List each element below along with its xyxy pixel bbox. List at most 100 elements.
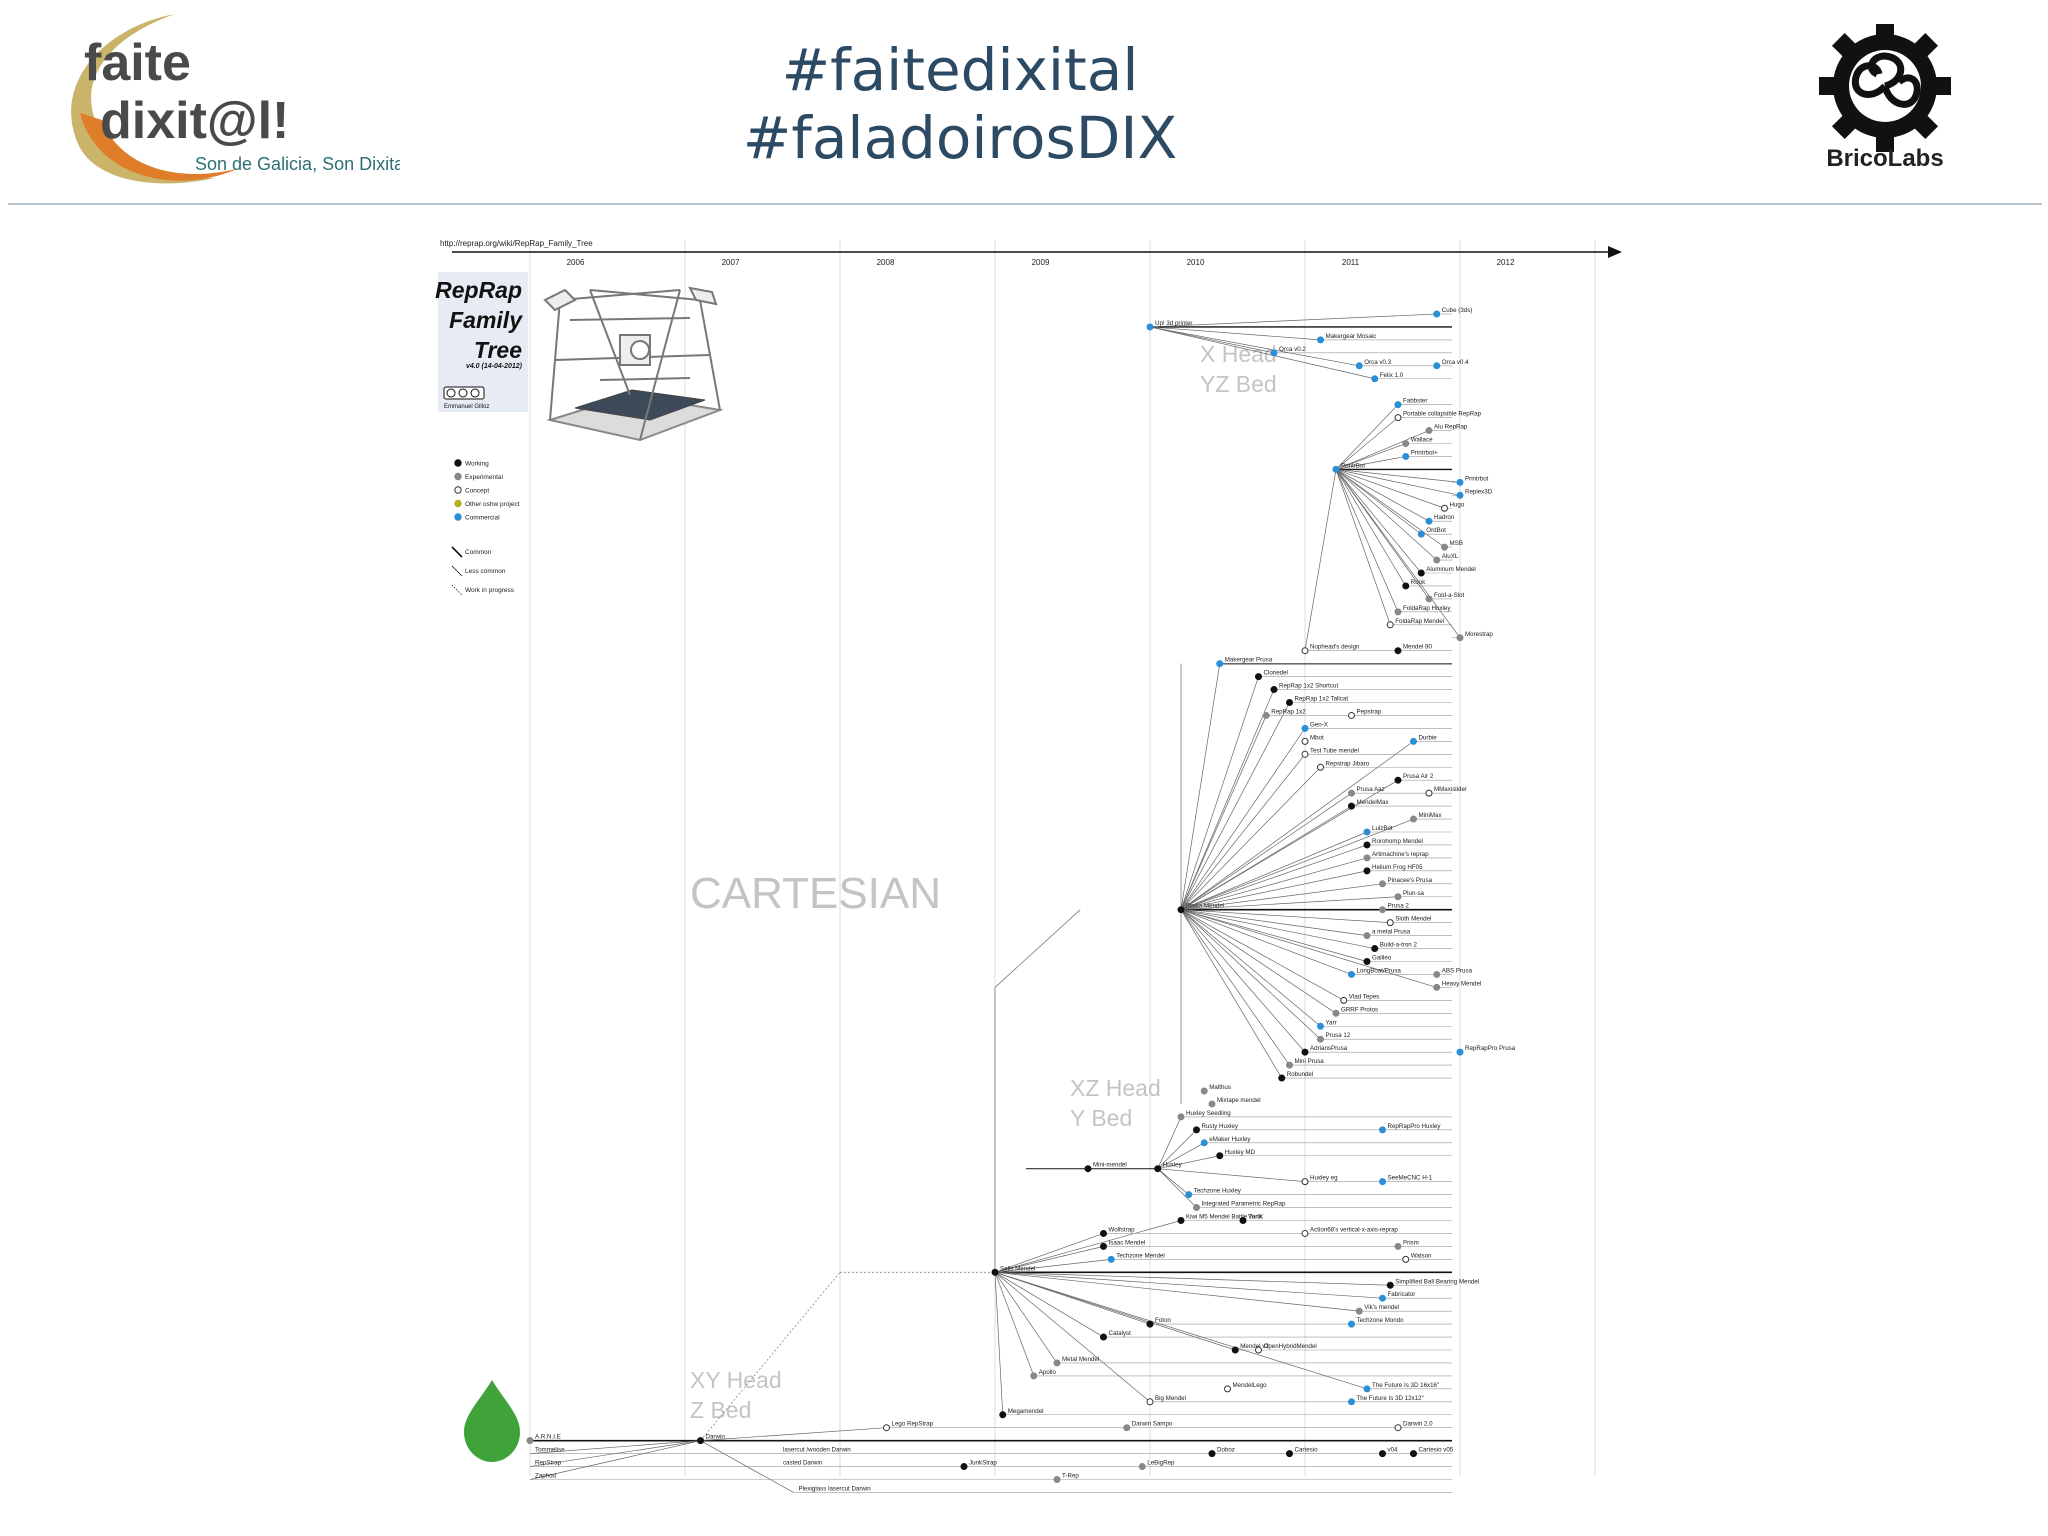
tree-node-dot [1363,1385,1371,1393]
tree-node-label: Mini-mendel [1093,1162,1127,1169]
tree-node-dot [1386,1281,1394,1289]
tree-node-label: Cube (3ds) [1442,307,1473,314]
tree-node-dot [1286,699,1293,706]
tree-node-label: Watson [1411,1252,1432,1259]
legend-status-label: Commercial [465,515,500,522]
tree-branches [529,313,1461,1493]
tree-branch [1335,469,1422,535]
tree-node-label: Makergear Mosaic [1326,333,1377,340]
tree-node-label: Mixtape mendel [1217,1097,1261,1104]
tree-node-dot [1348,970,1355,978]
region-label: XY Head [690,1367,782,1393]
tree-branch [1335,469,1399,612]
tree-node-dot [1410,1450,1417,1458]
tree-node-label: Fabbster [1403,398,1427,405]
tree-node-label: eMaker Huxley [1209,1136,1251,1143]
tree-branch [1180,909,1437,988]
tree-branch [994,1271,1104,1338]
tree-node-label: Galileo [1372,955,1392,962]
tree-node-dot [1363,958,1371,965]
tree-branch [1180,702,1290,910]
tree-node-dot [1410,815,1417,823]
tree-node-dot [1394,414,1402,422]
tree-node-label: Prusa Air 2 [1403,773,1434,780]
tree-branch [1335,469,1407,587]
tree-branch [1335,469,1391,625]
reprap-printer-illustration [543,286,724,442]
tree-branch [1149,313,1437,328]
tree-branch [1180,663,1221,910]
time-arrow-head [1608,246,1622,258]
tree-node-label: RepRapPro Huxley [1388,1123,1442,1130]
tree-node-dot [1425,595,1433,603]
tree-branch [994,1233,1104,1273]
tree-node-label: Big Mendel [1155,1395,1186,1402]
tree-branch [994,1220,1182,1273]
tree-node-dot [1146,323,1154,331]
tree-branch [994,1246,1104,1273]
legend-status-dot [454,486,462,494]
tree-node-label: Malthus [1209,1084,1231,1091]
tree-node-label: Pinacee's Prusa [1388,877,1433,884]
tree-node-label: GRRF Protos [1341,1006,1378,1013]
tree-node-dot [697,1437,704,1445]
tree-branch [1180,831,1368,911]
tree-node-dot [1425,789,1433,797]
tree-node-label: Clonedel [1264,670,1288,677]
tree-node-dot [1363,932,1371,940]
tree-branch [994,1259,1112,1273]
tree-node-label: Megamendel [1008,1408,1044,1415]
tree-node-dot [1286,1450,1293,1458]
tree-branch [1157,1168,1306,1182]
tree-node-label: Plexiglass lasercut Darwin [799,1485,872,1492]
tree-node-dot [1100,1333,1107,1341]
tree-node-dot [999,1411,1007,1419]
tree-node-dot [1177,1113,1185,1121]
tree-node-label: Nophead's design [1310,644,1360,651]
tree-node-dot [991,1268,999,1276]
region-label: YZ Bed [1200,371,1277,397]
tree-node-dot [1379,906,1386,914]
tree-branch [1180,715,1267,910]
tree-branch [1157,1116,1182,1169]
sa-icon [470,388,480,398]
tree-branch [994,1272,1004,1415]
tree-node-label: Pepstrap [1357,708,1382,715]
tree-node-dot [1363,867,1371,875]
region-label: Y Bed [1070,1105,1132,1131]
tree-node-dot [1386,919,1394,927]
tree-node-label: Action68's vertical-x-axis-reprap [1310,1226,1398,1233]
tree-branch [1149,326,1321,341]
tree-branch [1335,469,1445,548]
tree-node-label: Lego RepStrap [892,1421,934,1428]
tree-branch [529,1440,701,1454]
tree-branch [994,1271,1236,1351]
tree-node-label: Sells Mendel [1000,1265,1035,1272]
tree-node-dot [1208,1100,1216,1108]
tree-node-label: Robundel [1287,1071,1314,1078]
tree-node-label: Cartesio v05 [1419,1447,1454,1454]
year-label: 2011 [1342,258,1360,267]
tree-node-label: Fabricator [1388,1291,1416,1298]
tree-branch [1180,909,1337,1014]
tree-node-dot [1084,1165,1092,1173]
tree-node-dot [1417,530,1425,538]
year-label: 2009 [1032,258,1050,267]
tree-node-label: Hadron [1434,514,1455,521]
tree-node-dot [1301,724,1309,732]
tree-node-label: FoldaRap Huxley [1403,605,1451,612]
tree-node-label: Mendel v2 [1240,1343,1269,1350]
tree-node-dot [1394,893,1402,901]
hashtag-faladoiros: #faladoirosDIX [742,104,1178,172]
tree-branch [1180,909,1352,975]
tree-node-label: Huxley [1163,1162,1183,1169]
tree-branch [700,1440,794,1493]
tree-node-dot [1216,660,1224,668]
tree-node-dot [1301,737,1309,745]
tree-branch [994,1271,1383,1299]
tree-branch [1335,469,1461,638]
tree-node-label: Portable collapsible RepRap [1403,411,1482,418]
tree-branch [1157,1168,1189,1195]
tree-node-label: Darwin [706,1434,726,1441]
tree-node-label: Mbot [1310,734,1324,741]
